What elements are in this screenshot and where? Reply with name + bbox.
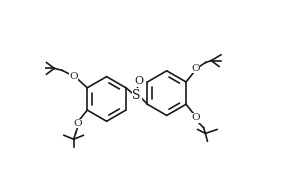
Text: O: O [191, 113, 200, 122]
Text: O: O [73, 119, 82, 128]
Text: O: O [69, 72, 78, 81]
Text: S: S [132, 88, 141, 102]
Text: O: O [134, 76, 143, 87]
Text: O: O [191, 64, 200, 73]
